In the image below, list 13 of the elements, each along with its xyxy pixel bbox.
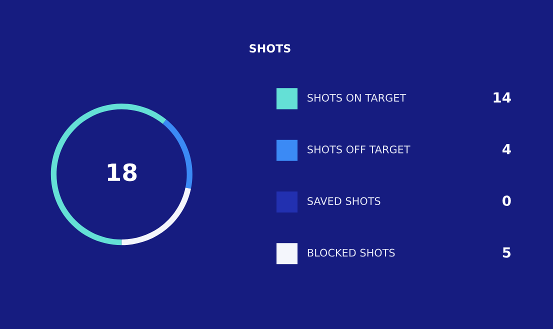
data-label: 5 xyxy=(502,247,511,258)
donut-slice xyxy=(50,104,166,246)
text: 0 xyxy=(502,196,511,206)
legend-label: BLOCKED SHOTS xyxy=(308,248,395,257)
legend-label: SHOTS ON TARGET xyxy=(308,94,406,102)
text: 18 xyxy=(108,163,137,182)
legend-label: SHOTS OFF TARGET xyxy=(308,145,410,154)
donut-slice xyxy=(162,119,192,189)
chart-title: SHOTS xyxy=(250,44,290,53)
data-label: 14 xyxy=(494,92,511,103)
data-label: 4 xyxy=(502,144,511,154)
legend-label: SAVED SHOTS xyxy=(308,197,380,206)
donut-slice xyxy=(122,188,191,246)
